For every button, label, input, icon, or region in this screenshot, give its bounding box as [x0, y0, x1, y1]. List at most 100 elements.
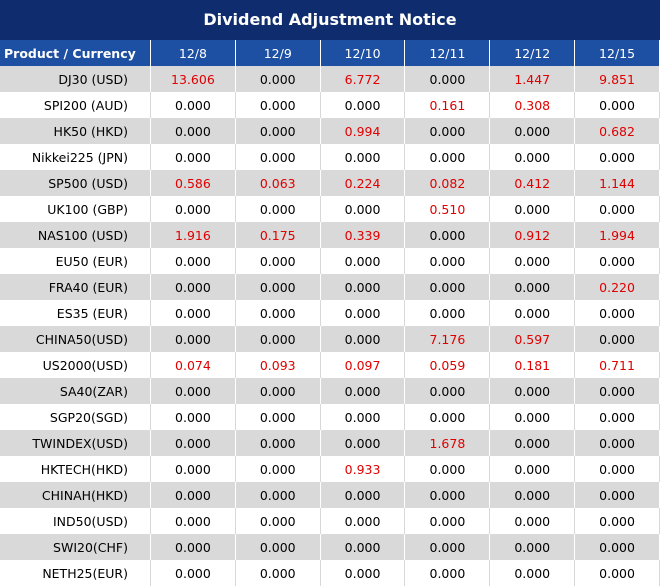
value-cell: 0.000: [320, 326, 406, 352]
value-cell: 0.161: [404, 92, 491, 118]
value-cell: 0.994: [320, 118, 406, 144]
value-cell: 0.000: [150, 248, 236, 274]
value-cell: 0.000: [235, 300, 321, 326]
value-cell: 0.220: [574, 274, 660, 300]
title: Dividend Adjustment Notice: [0, 0, 660, 40]
table-row: CHINA50(USD) 0.000 0.000 0.000 7.176 0.597 0.0…: [0, 326, 660, 352]
value-cell: 0.000: [489, 534, 576, 560]
value-cell: 0.000: [489, 144, 576, 170]
value-cell: 0.000: [574, 144, 660, 170]
value-cell: 0.000: [404, 378, 491, 404]
value-cell: 0.000: [235, 404, 321, 430]
value-cell: 0.000: [404, 66, 491, 92]
value-cell: 1.447: [489, 66, 576, 92]
header-row: Product / Currency 12/8 12/9 12/10 12/11 12/1…: [0, 40, 660, 66]
value-cell: 0.000: [489, 508, 576, 534]
product-cell: SP500 (USD): [0, 170, 151, 196]
table-row: TWINDEX(USD) 0.000 0.000 0.000 1.678 0.000 0.0…: [0, 430, 660, 456]
value-cell: 0.000: [235, 456, 321, 482]
value-cell: 0.000: [404, 560, 491, 586]
header-cell: 12/15: [574, 40, 660, 66]
value-cell: 0.000: [404, 118, 491, 144]
product-cell: SGP20(SGD): [0, 404, 151, 430]
header-cell: 12/9: [235, 40, 321, 66]
value-cell: 0.000: [574, 300, 660, 326]
table-row: SWI20(CHF) 0.000 0.000 0.000 0.000 0.000 0.000: [0, 534, 660, 560]
table-row: IND50(USD) 0.000 0.000 0.000 0.000 0.000 0.000: [0, 508, 660, 534]
value-cell: 0.000: [574, 534, 660, 560]
value-cell: 0.711: [574, 352, 660, 378]
value-cell: 0.000: [489, 300, 576, 326]
product-cell: EU50 (EUR): [0, 248, 151, 274]
value-cell: 0.000: [574, 508, 660, 534]
value-cell: 0.000: [489, 456, 576, 482]
value-cell: 0.000: [574, 482, 660, 508]
value-cell: 0.000: [404, 404, 491, 430]
product-cell: HK50 (HKD): [0, 118, 151, 144]
value-cell: 0.181: [489, 352, 576, 378]
value-cell: 0.000: [489, 560, 576, 586]
value-cell: 0.000: [489, 196, 576, 222]
value-cell: 0.000: [489, 274, 576, 300]
value-cell: 0.000: [150, 482, 236, 508]
table-row: FRA40 (EUR) 0.000 0.000 0.000 0.000 0.000 0.22…: [0, 274, 660, 300]
value-cell: 1.678: [404, 430, 491, 456]
value-cell: 13.606: [150, 66, 236, 92]
table-row: SP500 (USD) 0.586 0.063 0.224 0.082 0.412 1.14…: [0, 170, 660, 196]
value-cell: 0.000: [574, 560, 660, 586]
value-cell: 0.000: [320, 508, 406, 534]
value-cell: 0.000: [574, 326, 660, 352]
value-cell: 0.074: [150, 352, 236, 378]
product-cell: FRA40 (EUR): [0, 274, 151, 300]
value-cell: 0.912: [489, 222, 576, 248]
value-cell: 0.000: [320, 300, 406, 326]
table-row: NETH25(EUR) 0.000 0.000 0.000 0.000 0.000 0.00…: [0, 560, 660, 586]
value-cell: 0.000: [150, 378, 236, 404]
value-cell: 0.000: [235, 92, 321, 118]
product-cell: DJ30 (USD): [0, 66, 151, 92]
table-row: DJ30 (USD) 13.606 0.000 6.772 0.000 1.447 9.85…: [0, 66, 660, 92]
value-cell: 0.000: [150, 274, 236, 300]
table-row: SPI200 (AUD) 0.000 0.000 0.000 0.161 0.308 0.0…: [0, 92, 660, 118]
value-cell: 0.000: [150, 456, 236, 482]
product-cell: SPI200 (AUD): [0, 92, 151, 118]
value-cell: 0.000: [320, 404, 406, 430]
value-cell: 0.000: [320, 92, 406, 118]
value-cell: 0.000: [574, 456, 660, 482]
value-cell: 0.000: [320, 196, 406, 222]
value-cell: 0.000: [320, 248, 406, 274]
value-cell: 0.000: [404, 482, 491, 508]
product-cell: CHINA50(USD): [0, 326, 151, 352]
value-cell: 0.000: [404, 534, 491, 560]
table-row: ES35 (EUR) 0.000 0.000 0.000 0.000 0.000 0.000: [0, 300, 660, 326]
value-cell: 0.000: [150, 196, 236, 222]
value-cell: 0.000: [235, 534, 321, 560]
value-cell: 0.339: [320, 222, 406, 248]
value-cell: 0.000: [489, 248, 576, 274]
header-cell: 12/8: [150, 40, 236, 66]
product-cell: NAS100 (USD): [0, 222, 151, 248]
product-cell: US2000(USD): [0, 352, 151, 378]
value-cell: 0.000: [150, 404, 236, 430]
table-row: SA40(ZAR) 0.000 0.000 0.000 0.000 0.000 0.000: [0, 378, 660, 404]
product-cell: TWINDEX(USD): [0, 430, 151, 456]
value-cell: 0.000: [489, 404, 576, 430]
value-cell: 0.000: [404, 274, 491, 300]
table-row: NAS100 (USD) 1.916 0.175 0.339 0.000 0.912 1.9…: [0, 222, 660, 248]
value-cell: 0.000: [404, 300, 491, 326]
value-cell: 0.308: [489, 92, 576, 118]
value-cell: 0.000: [404, 222, 491, 248]
value-cell: 0.000: [150, 430, 236, 456]
value-cell: 0.000: [404, 456, 491, 482]
value-cell: 0.933: [320, 456, 406, 482]
value-cell: 0.000: [235, 326, 321, 352]
header-cell: Product / Currency: [0, 40, 151, 66]
value-cell: 0.510: [404, 196, 491, 222]
value-cell: 0.000: [150, 508, 236, 534]
header-cell: 12/12: [489, 40, 576, 66]
value-cell: 0.000: [489, 118, 576, 144]
product-cell: Nikkei225 (JPN): [0, 144, 151, 170]
value-cell: 0.000: [235, 248, 321, 274]
value-cell: 0.000: [235, 144, 321, 170]
value-cell: 0.000: [235, 378, 321, 404]
